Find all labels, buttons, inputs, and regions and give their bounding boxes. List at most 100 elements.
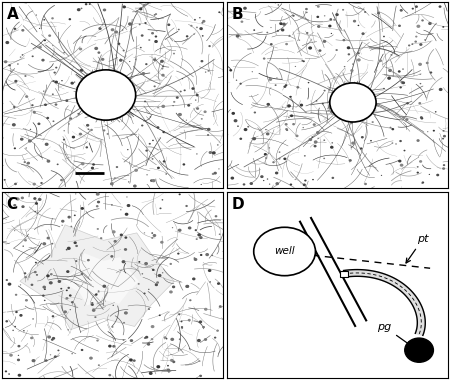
- Circle shape: [172, 227, 173, 228]
- Circle shape: [151, 338, 153, 340]
- Circle shape: [415, 5, 418, 8]
- Circle shape: [203, 111, 207, 113]
- Circle shape: [277, 30, 279, 32]
- Circle shape: [196, 94, 199, 96]
- Circle shape: [411, 43, 414, 45]
- Circle shape: [405, 118, 409, 121]
- Circle shape: [196, 107, 199, 110]
- Circle shape: [66, 249, 68, 250]
- Circle shape: [195, 100, 197, 101]
- Circle shape: [24, 75, 27, 77]
- Circle shape: [243, 7, 247, 10]
- Circle shape: [247, 126, 249, 128]
- Circle shape: [278, 4, 279, 6]
- Circle shape: [330, 83, 376, 122]
- Circle shape: [269, 147, 270, 149]
- Circle shape: [266, 103, 270, 106]
- Circle shape: [52, 93, 54, 95]
- Circle shape: [46, 117, 49, 119]
- Circle shape: [162, 272, 163, 274]
- Circle shape: [112, 230, 116, 233]
- Circle shape: [81, 8, 82, 9]
- Circle shape: [400, 81, 403, 84]
- Circle shape: [81, 207, 84, 210]
- Circle shape: [145, 336, 148, 339]
- Circle shape: [103, 285, 106, 288]
- Circle shape: [427, 131, 428, 132]
- Circle shape: [157, 126, 159, 128]
- Circle shape: [352, 63, 354, 65]
- Circle shape: [297, 86, 299, 89]
- Circle shape: [351, 141, 355, 145]
- Circle shape: [284, 86, 286, 88]
- Circle shape: [145, 150, 148, 152]
- Circle shape: [390, 127, 392, 128]
- Circle shape: [243, 183, 245, 185]
- Circle shape: [179, 338, 181, 340]
- Circle shape: [54, 81, 58, 84]
- Circle shape: [113, 240, 117, 243]
- Circle shape: [265, 129, 267, 130]
- Circle shape: [114, 177, 116, 179]
- Circle shape: [316, 100, 317, 101]
- Circle shape: [298, 40, 300, 41]
- Circle shape: [149, 116, 151, 117]
- Circle shape: [335, 49, 338, 51]
- Circle shape: [218, 11, 220, 13]
- Circle shape: [160, 137, 161, 138]
- Circle shape: [22, 54, 23, 56]
- Circle shape: [112, 345, 115, 348]
- Circle shape: [179, 193, 181, 195]
- Circle shape: [303, 60, 305, 62]
- Circle shape: [89, 3, 91, 5]
- Circle shape: [188, 319, 191, 321]
- Circle shape: [22, 245, 24, 247]
- Circle shape: [398, 70, 400, 73]
- Circle shape: [282, 22, 286, 26]
- Circle shape: [236, 79, 237, 81]
- Circle shape: [60, 179, 63, 181]
- Circle shape: [442, 138, 444, 139]
- Text: pg: pg: [377, 322, 411, 346]
- Circle shape: [27, 162, 30, 165]
- Circle shape: [14, 230, 15, 231]
- Circle shape: [61, 220, 64, 223]
- Circle shape: [128, 22, 132, 25]
- Circle shape: [34, 271, 37, 273]
- Circle shape: [52, 45, 54, 46]
- Circle shape: [5, 41, 9, 44]
- Circle shape: [18, 355, 19, 356]
- Circle shape: [173, 101, 176, 103]
- Circle shape: [317, 25, 320, 28]
- Circle shape: [422, 183, 423, 184]
- Circle shape: [166, 369, 170, 372]
- Circle shape: [316, 16, 319, 18]
- Circle shape: [159, 207, 162, 209]
- Circle shape: [111, 28, 114, 31]
- Circle shape: [184, 89, 186, 91]
- Circle shape: [89, 356, 93, 360]
- Circle shape: [296, 135, 298, 137]
- Circle shape: [94, 316, 96, 318]
- Circle shape: [196, 153, 198, 155]
- Circle shape: [194, 257, 195, 259]
- Circle shape: [172, 105, 174, 106]
- Circle shape: [211, 255, 213, 256]
- Circle shape: [387, 77, 391, 80]
- Circle shape: [205, 71, 207, 73]
- Circle shape: [304, 179, 306, 182]
- Circle shape: [14, 147, 16, 149]
- Circle shape: [58, 280, 61, 283]
- Circle shape: [170, 338, 174, 341]
- Circle shape: [40, 182, 43, 184]
- Circle shape: [267, 179, 268, 180]
- Circle shape: [55, 66, 57, 68]
- Circle shape: [370, 140, 372, 141]
- Circle shape: [111, 204, 113, 206]
- Circle shape: [207, 70, 209, 72]
- Circle shape: [442, 26, 444, 28]
- Circle shape: [303, 184, 306, 186]
- Circle shape: [302, 60, 303, 62]
- Circle shape: [433, 130, 435, 131]
- Circle shape: [38, 46, 42, 49]
